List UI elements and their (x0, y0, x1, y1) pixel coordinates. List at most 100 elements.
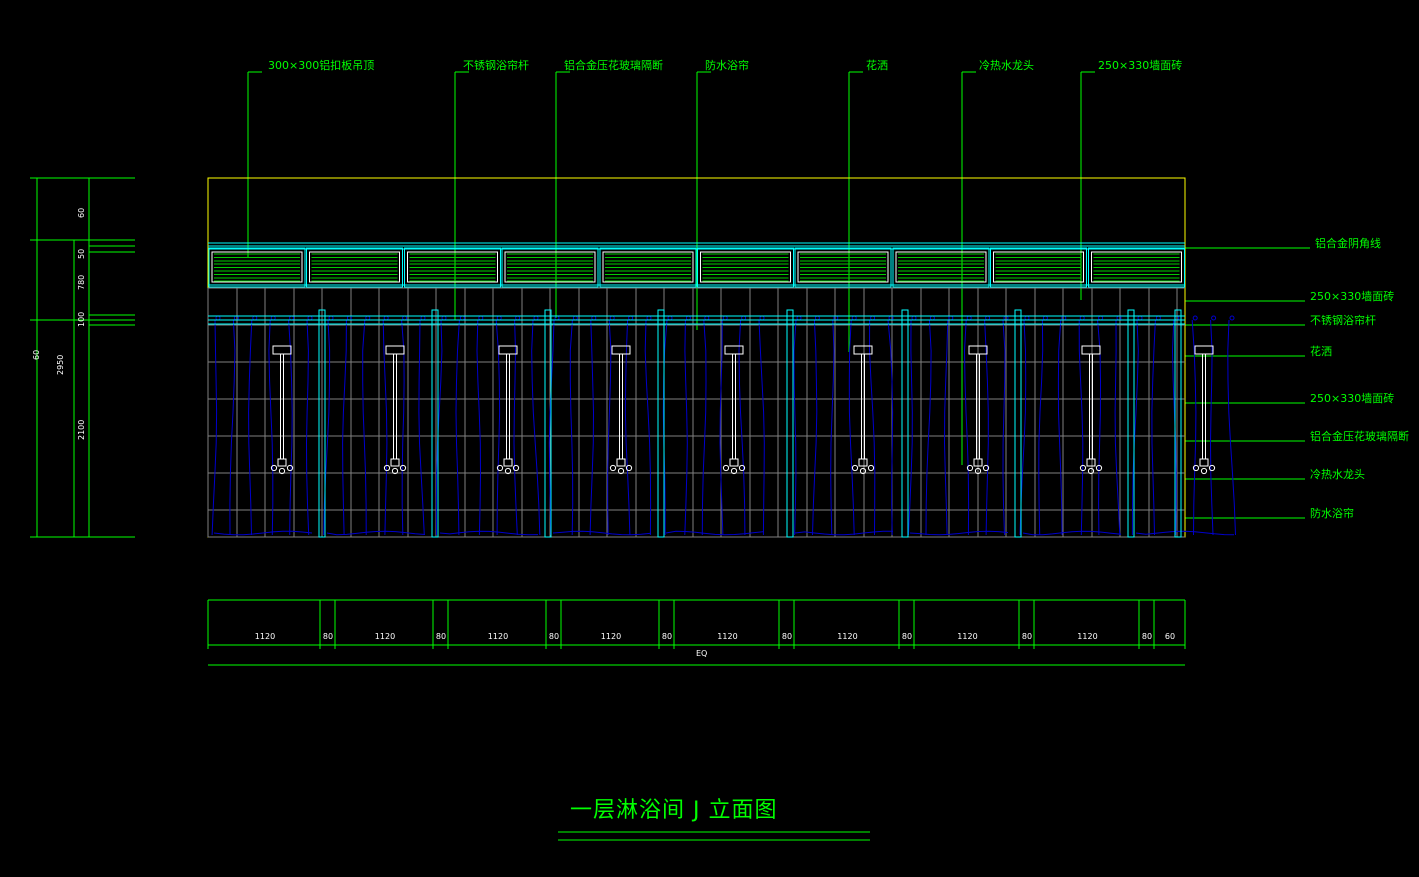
bottom-dim-16: 60 (1164, 632, 1176, 641)
curtain-hem (1022, 530, 1122, 536)
grille-frame-outer (403, 247, 501, 288)
curtain-fold (589, 319, 595, 536)
curtain-fold (607, 319, 612, 536)
left-dim-1: 50 (77, 248, 86, 259)
right-label-5: 铝合金压花玻璃隔断 (1310, 430, 1409, 443)
top-label-1: 不锈钢浴帘杆 (463, 59, 529, 72)
top-label-5: 冷热水龙头 (979, 59, 1034, 72)
curtain-ring (515, 315, 521, 321)
bottom-dim-1: 80 (322, 632, 334, 641)
left-dimension-chain (30, 177, 135, 538)
mixer-valve-handle (966, 464, 974, 472)
curtain-ring (233, 315, 239, 321)
curtain-ring (441, 315, 447, 321)
mixer-body (973, 458, 983, 467)
bottom-dim-2: 1120 (374, 632, 396, 641)
curtain-fold (455, 319, 460, 536)
glass-partition (544, 309, 552, 538)
curtain-ring (215, 315, 221, 321)
curtain-fold (848, 319, 855, 536)
grille-frame-outer (501, 247, 599, 288)
curtain-ring (1137, 315, 1143, 321)
grille-frame-outer (599, 247, 697, 288)
drawing-title: 一层淋浴间 J 立面图 (570, 798, 778, 823)
bottom-dim-4: 1120 (487, 632, 509, 641)
curtain-fold (1209, 319, 1214, 536)
right-label-2: 不锈钢浴帘杆 (1310, 314, 1376, 327)
curtain-fold (908, 319, 913, 536)
curtain-ring (270, 315, 276, 321)
curtain-fold (382, 319, 388, 536)
mixer-valve-handle (399, 464, 407, 472)
curtain-ring (533, 315, 539, 321)
mixer-body (277, 458, 287, 467)
curtain-ring (929, 315, 935, 321)
curtain-ring (796, 315, 802, 321)
curtain-hem (326, 530, 426, 536)
curtain-ring (722, 315, 728, 321)
mixer-valve-handle (722, 464, 730, 472)
mixer-valve-handle (851, 464, 859, 472)
curtain-hem (665, 530, 765, 536)
curtain-fold (342, 319, 347, 536)
mixer-valve-handle (859, 467, 867, 475)
mixer-valve-handle (867, 464, 875, 472)
curtain-ring (870, 315, 876, 321)
grille-frame-outer (1087, 247, 1185, 288)
curtain-fold (1038, 319, 1044, 536)
curtain-fold (1227, 319, 1236, 536)
ceiling-grille-panels (208, 247, 1185, 288)
mixer-valve-handle (1200, 467, 1208, 475)
curtain-fold (476, 319, 482, 536)
curtain-fold (362, 319, 367, 536)
right-label-0: 铝合金阴角线 (1315, 237, 1381, 250)
left-dim-2: 780 (77, 274, 86, 290)
curtain-ring (704, 315, 710, 321)
mixer-body (1086, 458, 1096, 467)
mixer-valve-handle (1079, 464, 1087, 472)
bottom-dim-8: 1120 (717, 632, 738, 641)
curtain-ring (646, 315, 652, 321)
top-label-3: 防水浴帘 (705, 59, 749, 72)
curtain-fold (211, 319, 218, 536)
shower-head (724, 345, 744, 355)
curtain-ring (759, 315, 765, 321)
curtain-fold (1002, 319, 1006, 536)
right-label-4: 250×330墙面砖 (1310, 392, 1395, 405)
mixer-valve-handle (1095, 464, 1103, 472)
tile-grid (207, 287, 1185, 538)
curtain-fold (793, 319, 797, 536)
curtain-ring (741, 315, 747, 321)
curtain-fold (1097, 319, 1102, 536)
glass-partition (1174, 309, 1182, 538)
grille-frame-inner (309, 251, 401, 283)
top-label-2: 铝合金压花玻璃隔断 (564, 59, 663, 72)
curtain-fold (548, 319, 555, 536)
mixer-valve-handle (512, 464, 520, 472)
curtain-fold (1057, 319, 1063, 536)
right-leader-lines (1185, 247, 1310, 519)
curtain-hem (439, 530, 539, 536)
curtain-ring (459, 315, 465, 321)
curtain-fold (569, 319, 574, 536)
curtain-ring (667, 315, 673, 321)
curtain-ring (1098, 315, 1104, 321)
curtain-fold (401, 319, 405, 536)
bottom-dim-10: 1120 (837, 632, 858, 641)
top-label-6: 250×330墙面砖 (1098, 59, 1183, 72)
curtain-ring (966, 315, 972, 321)
grille-frame-inner (1090, 251, 1182, 283)
mixer-body (616, 458, 626, 467)
grille-frame-outer (892, 247, 990, 288)
shower-head (498, 345, 518, 355)
grille-frame-inner (602, 251, 694, 283)
mixer-valve-handle (383, 464, 391, 472)
mixer-valve-handle (286, 464, 294, 472)
mixer-valve-handle (504, 467, 512, 475)
right-label-3: 花洒 (1310, 345, 1332, 358)
curtain-ring (609, 315, 615, 321)
curtain-ring (402, 315, 408, 321)
mixer-valve-handle (617, 467, 625, 475)
bottom-dim-3: 80 (435, 632, 447, 641)
